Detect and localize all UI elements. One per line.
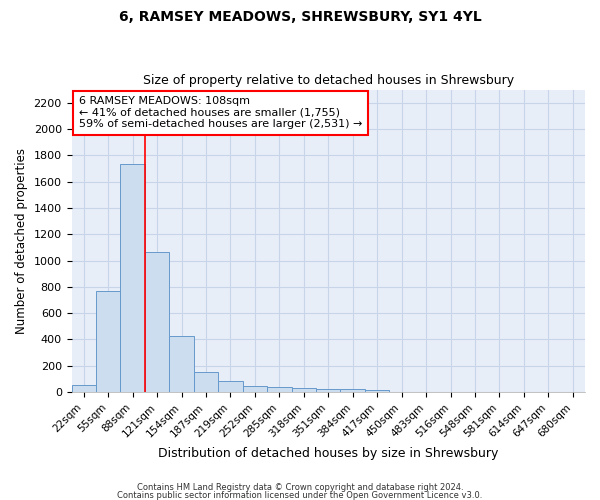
Bar — [218, 381, 242, 392]
Bar — [169, 336, 194, 392]
Bar — [71, 385, 96, 392]
Bar — [242, 386, 267, 392]
Bar — [365, 390, 389, 392]
Title: Size of property relative to detached houses in Shrewsbury: Size of property relative to detached ho… — [143, 74, 514, 87]
Bar — [121, 164, 145, 392]
Bar — [316, 390, 340, 392]
Bar — [267, 387, 292, 392]
Text: Contains HM Land Registry data © Crown copyright and database right 2024.: Contains HM Land Registry data © Crown c… — [137, 484, 463, 492]
Bar — [340, 390, 365, 392]
Text: 6, RAMSEY MEADOWS, SHREWSBURY, SY1 4YL: 6, RAMSEY MEADOWS, SHREWSBURY, SY1 4YL — [119, 10, 481, 24]
X-axis label: Distribution of detached houses by size in Shrewsbury: Distribution of detached houses by size … — [158, 447, 499, 460]
Bar — [96, 291, 121, 392]
Y-axis label: Number of detached properties: Number of detached properties — [15, 148, 28, 334]
Text: 6 RAMSEY MEADOWS: 108sqm
← 41% of detached houses are smaller (1,755)
59% of sem: 6 RAMSEY MEADOWS: 108sqm ← 41% of detach… — [79, 96, 362, 130]
Bar — [194, 372, 218, 392]
Bar — [292, 388, 316, 392]
Bar — [145, 252, 169, 392]
Text: Contains public sector information licensed under the Open Government Licence v3: Contains public sector information licen… — [118, 490, 482, 500]
